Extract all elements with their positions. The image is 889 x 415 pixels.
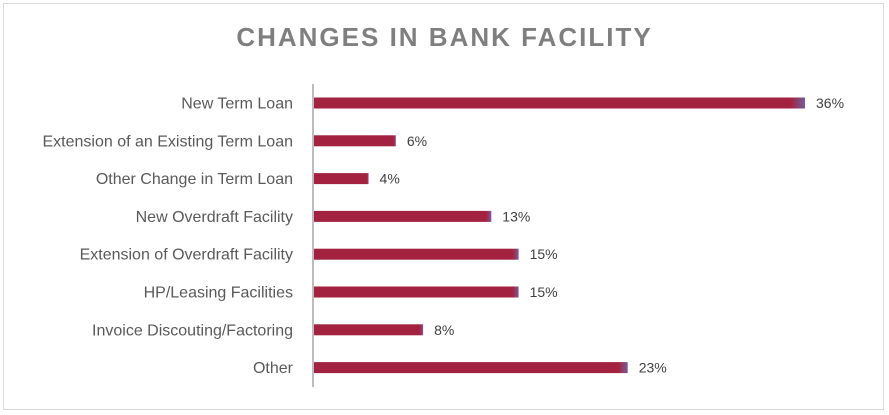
value-label: 4% [380,171,400,187]
bar-5 [314,286,519,298]
category-label: Other [253,360,294,377]
category-label: New Term Loan [181,96,293,113]
category-label: HP/Leasing Facilities [144,285,293,302]
category-label: Invoice Discouting/Factoring [92,322,293,339]
value-label: 13% [502,208,530,224]
category-label: Extension of an Existing Term Loan [42,133,293,150]
value-label: 6% [407,133,427,149]
bar-4 [314,248,519,260]
value-label: 15% [530,246,558,262]
category-label: Extension of Overdraft Facility [80,247,293,264]
value-label: 36% [816,95,844,111]
labels-layer: New Term Loan 36% Extension of an Existing… [42,95,844,377]
bar-0 [314,97,805,109]
bar-3 [314,210,492,222]
bar-6 [314,324,424,336]
chart-frame [3,3,884,410]
bars-layer [314,97,805,374]
value-label: 15% [530,284,558,300]
bar-2 [314,173,369,185]
chart-title: CHANGES IN BANK FACILITY [236,22,653,52]
category-label: New Overdraft Facility [136,209,293,226]
bar-7 [314,362,628,374]
category-label: Other Change in Term Loan [96,171,293,188]
value-label: 23% [639,360,667,376]
bar-1 [314,135,396,147]
value-label: 8% [434,322,454,338]
